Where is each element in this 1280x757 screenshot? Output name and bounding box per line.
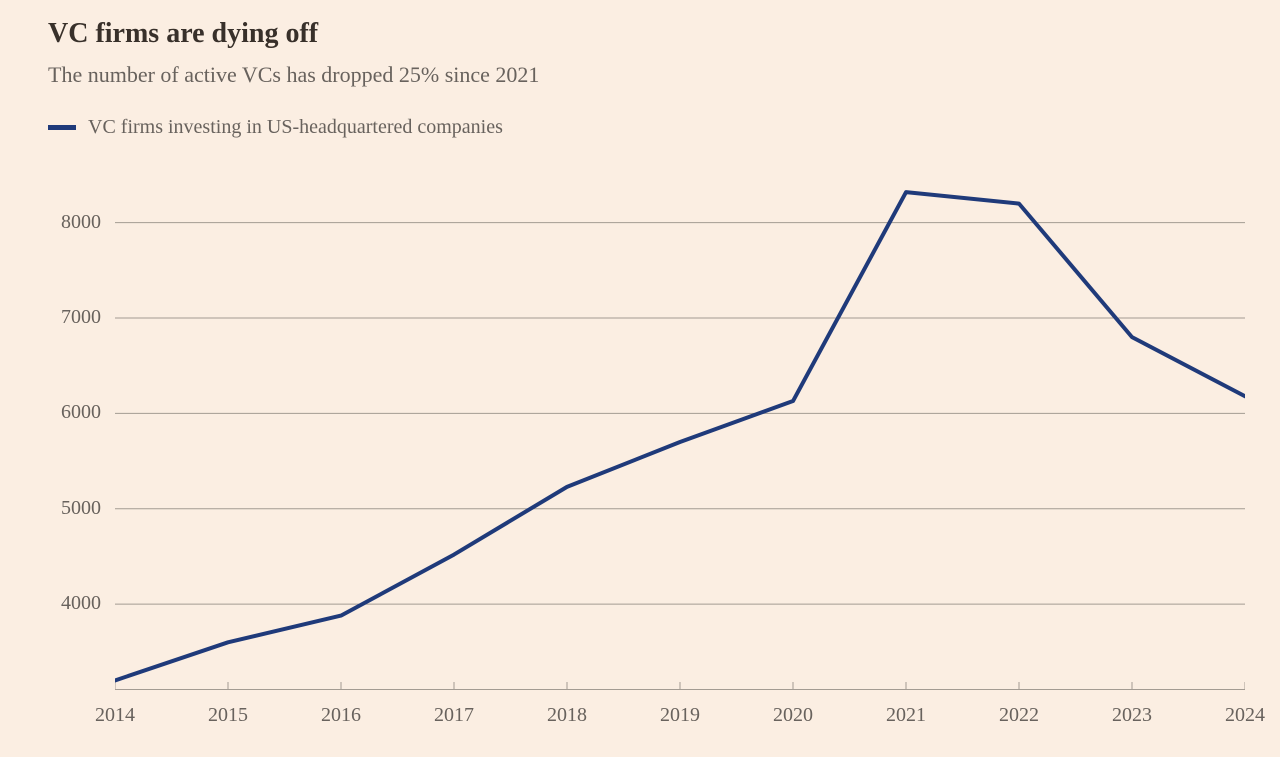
chart-container: VC firms are dying off The number of act… bbox=[0, 0, 1280, 757]
x-axis-label: 2020 bbox=[773, 704, 813, 727]
y-axis-label: 8000 bbox=[61, 211, 101, 234]
x-axis-label: 2014 bbox=[95, 704, 135, 727]
x-axis-label: 2018 bbox=[547, 704, 587, 727]
x-axis-label: 2016 bbox=[321, 704, 361, 727]
y-axis-label: 6000 bbox=[61, 401, 101, 424]
x-axis-label: 2023 bbox=[1112, 704, 1152, 727]
chart-subtitle: The number of active VCs has dropped 25%… bbox=[48, 62, 539, 88]
y-axis-label: 4000 bbox=[61, 592, 101, 615]
x-axis-label: 2017 bbox=[434, 704, 474, 727]
series-line bbox=[115, 192, 1245, 680]
legend-swatch bbox=[48, 125, 76, 130]
chart-legend: VC firms investing in US-headquartered c… bbox=[48, 116, 503, 139]
x-axis-label: 2021 bbox=[886, 704, 926, 727]
legend-label: VC firms investing in US-headquartered c… bbox=[88, 116, 503, 139]
x-axis-label: 2022 bbox=[999, 704, 1039, 727]
y-axis-label: 5000 bbox=[61, 497, 101, 520]
chart-title: VC firms are dying off bbox=[48, 18, 318, 50]
y-axis-label: 7000 bbox=[61, 306, 101, 329]
chart-plot bbox=[115, 175, 1245, 690]
x-axis-label: 2024 bbox=[1225, 704, 1265, 727]
x-axis-label: 2015 bbox=[208, 704, 248, 727]
x-axis-label: 2019 bbox=[660, 704, 700, 727]
